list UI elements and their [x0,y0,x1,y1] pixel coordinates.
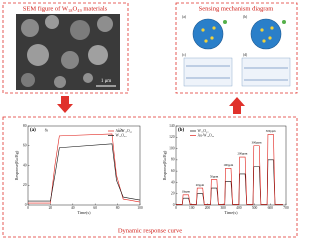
mechanism-frame [175,2,298,94]
annotation: 12s [118,129,124,133]
y-tick-label: 40 [171,180,175,184]
annotation: 300ppm [252,140,263,144]
panel-label: (a) [30,128,36,133]
x-axis-label: Time(s) [77,210,91,215]
scale-bar-label: 1 μm [101,79,111,84]
series-line [28,143,141,202]
figure: SEM figure of W₁₈O₄₉ materials 1 μm Sens… [2,2,298,238]
mechanism-label: (d) [243,53,248,57]
x-tick-label: 400 [236,206,242,210]
y-tick-label: 100 [169,146,175,150]
y-tick-label: 40 [23,163,27,167]
plot-area [27,125,141,206]
annotation: 500ppm [266,129,277,133]
y-tick-label: 140 [169,124,175,128]
annotation: 20ppm [196,183,205,187]
annotation: 100ppm [223,163,234,167]
response-title: Dynamic response curve [118,227,182,234]
mechanism-label: (a) [182,15,187,19]
y-tick-label: 20 [23,183,27,187]
x-tick-label: 100 [137,206,143,210]
sem-image [16,14,120,90]
x-tick-label: 20 [49,206,53,210]
panel-label: (b) [178,128,184,133]
x-tick-label: 0 [175,206,177,210]
annotation: 50ppm [210,174,219,178]
x-axis-label: Time(s) [224,210,238,215]
x-tick-label: 500 [252,206,258,210]
arrow-down [57,96,73,113]
x-tick-label: 60 [93,206,97,210]
legend-label: W₁₈O₄₉ [198,129,210,133]
series-line [176,134,283,205]
y-tick-label: 120 [169,135,175,139]
mechanism-label: (c) [182,53,187,57]
legend-label: Au-W₁₈O₄₉ [116,129,133,133]
y-tick-label: 80 [171,158,175,162]
x-tick-label: 600 [268,206,274,210]
series-line [28,133,141,204]
annotation: 10ppm [182,190,191,194]
y-tick-label: 60 [171,169,175,173]
response-frame [2,116,298,238]
x-tick-label: 300 [220,206,226,210]
sem-title: SEM figure of W₁₈O₄₉ materials [23,5,108,12]
y-tick-label: 60 [23,144,27,148]
legend-label: Au-W₁₈O₄₉ [198,133,215,137]
arrow-up [229,97,245,114]
x-tick-label: 80 [116,206,120,210]
annotation: 200ppm [237,152,248,156]
mechanism-diagram [183,18,291,87]
legend-label: W₁₈O₄₉ [116,133,128,137]
mechanism-title: Sensing mechanism diagram [199,5,274,12]
y-axis-label: Response(Ra/Rg) [162,150,167,180]
y-tick-label: 0 [25,203,27,207]
plot-area [175,125,287,206]
y-tick-label: 20 [171,192,175,196]
x-tick-label: 700 [283,206,289,210]
y-axis-label: Response(Ra/Rg) [14,150,19,180]
x-tick-label: 40 [71,206,75,210]
mechanism-label: (b) [243,15,248,19]
annotation: 8s [45,129,49,133]
x-tick-label: 200 [205,206,211,210]
x-tick-label: 0 [27,206,29,210]
sem-frame [2,2,129,94]
y-tick-label: 80 [23,124,27,128]
x-tick-label: 100 [189,206,195,210]
y-tick-label: 0 [173,203,175,207]
